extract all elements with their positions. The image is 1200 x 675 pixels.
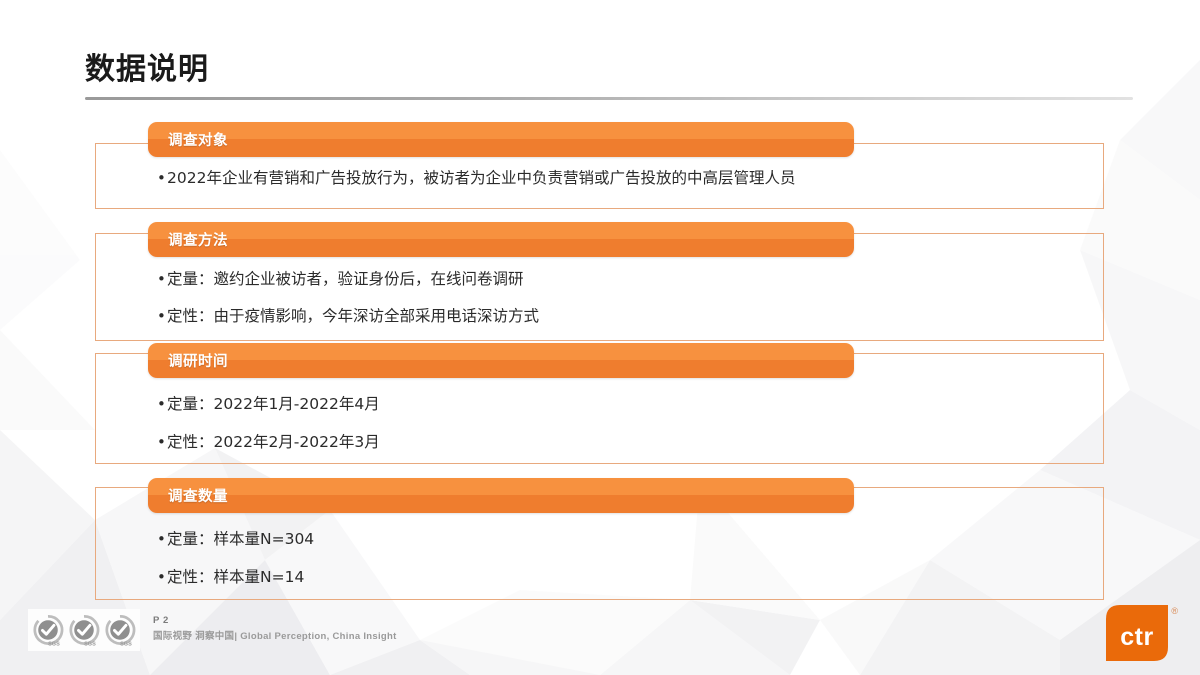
section-2-header-label: 调查方法 — [168, 233, 228, 249]
list-item-text: 定性：2022年2月-2022年3月 — [167, 433, 380, 451]
ctr-logo: ctr — [1106, 605, 1168, 661]
section-2-header[interactable]: 调查方法 — [148, 222, 854, 257]
page-number: P 2 — [153, 615, 169, 626]
section-3-header[interactable]: 调研时间 — [148, 343, 854, 378]
sgs-mark-icon: SGS — [33, 615, 64, 647]
registered-trademark-mark: ® — [1171, 606, 1178, 616]
sgs-certification-marks: SGS SGS SGS — [28, 609, 140, 651]
list-item: • 定性：2022年2月-2022年3月 — [157, 427, 1097, 457]
sgs-mark-icon: SGS — [105, 615, 136, 647]
list-item-text: 定量：邀约企业被访者，验证身份后，在线问卷调研 — [167, 270, 524, 288]
title-divider — [85, 97, 1133, 100]
list-item: • 定量：样本量N=304 — [157, 524, 1097, 554]
footer-left: SGS SGS SGS P 2 国际视野 洞察中国| Global Percep… — [28, 609, 397, 651]
list-item-text: 定量：2022年1月-2022年4月 — [167, 395, 380, 413]
list-item-text: 定量：样本量N=304 — [167, 530, 315, 548]
section-1-header-label: 调查对象 — [168, 133, 228, 149]
list-item: • 定性：由于疫情影响，今年深访全部采用电话深访方式 — [157, 301, 1097, 331]
svg-text:SGS: SGS — [84, 641, 96, 647]
list-item: • 定性：样本量N=14 — [157, 562, 1097, 592]
list-item-text: 定性：样本量N=14 — [167, 568, 305, 586]
section-1-content: • 2022年企业有营销和广告投放行为，被访者为企业中负责营销或广告投放的中高层… — [157, 163, 1097, 193]
section-4-header-label: 调查数量 — [168, 489, 228, 505]
list-item-text: 定性：由于疫情影响，今年深访全部采用电话深访方式 — [167, 307, 540, 325]
svg-text:ctr: ctr — [1120, 623, 1153, 651]
section-2-content: • 定量：邀约企业被访者，验证身份后，在线问卷调研 • 定性：由于疫情影响，今年… — [157, 264, 1097, 331]
section-4-content: • 定量：样本量N=304 • 定性：样本量N=14 — [157, 524, 1097, 592]
svg-text:SGS: SGS — [48, 641, 60, 647]
section-1-header[interactable]: 调查对象 — [148, 122, 854, 157]
section-4-header[interactable]: 调查数量 — [148, 478, 854, 513]
footer-tagline: 国际视野 洞察中国| Global Perception, China Insi… — [153, 631, 397, 642]
list-item-text: 2022年企业有营销和广告投放行为，被访者为企业中负责营销或广告投放的中高层管理… — [167, 169, 796, 187]
bullet-icon: • — [157, 568, 166, 586]
bullet-icon: • — [157, 270, 166, 288]
section-3-header-label: 调研时间 — [168, 354, 228, 370]
sgs-mark-icon: SGS — [69, 615, 100, 647]
bullet-icon: • — [157, 307, 166, 325]
list-item: • 定量：2022年1月-2022年4月 — [157, 389, 1097, 419]
list-item: • 定量：邀约企业被访者，验证身份后，在线问卷调研 — [157, 264, 1097, 294]
page-title-block: 数据说明 — [85, 50, 1133, 100]
bullet-icon: • — [157, 433, 166, 451]
section-3-content: • 定量：2022年1月-2022年4月 • 定性：2022年2月-2022年3… — [157, 389, 1097, 457]
bullet-icon: • — [157, 530, 166, 548]
page-title: 数据说明 — [85, 52, 209, 87]
footer-text-block: P 2 国际视野 洞察中国| Global Perception, China … — [153, 613, 397, 645]
svg-text:SGS: SGS — [120, 641, 132, 647]
bullet-icon: • — [157, 169, 166, 187]
list-item: • 2022年企业有营销和广告投放行为，被访者为企业中负责营销或广告投放的中高层… — [157, 163, 1097, 193]
bullet-icon: • — [157, 395, 166, 413]
